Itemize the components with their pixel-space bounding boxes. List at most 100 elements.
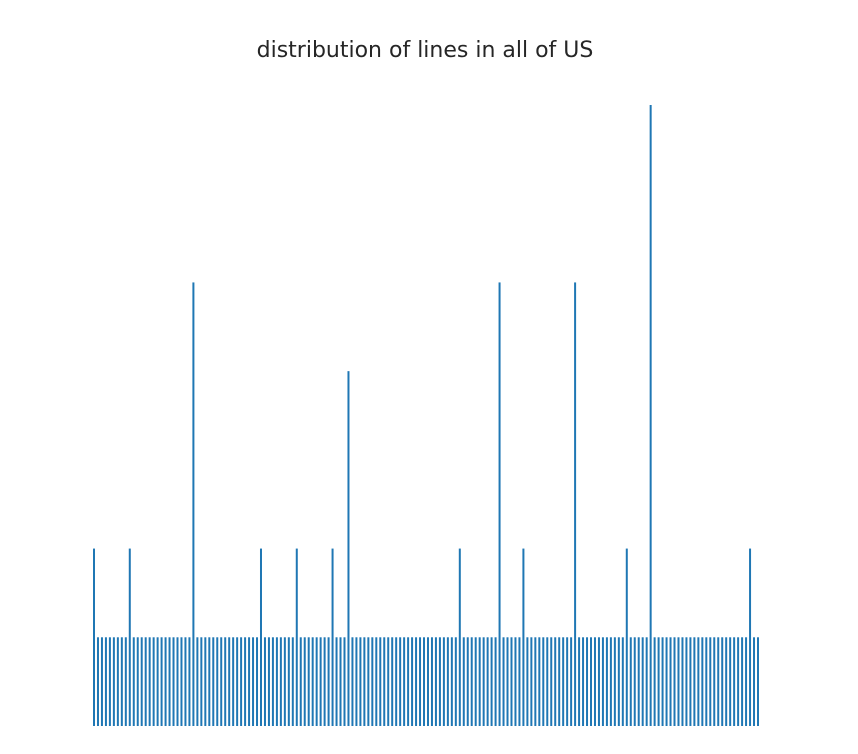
bar-8 — [124, 637, 127, 726]
bar-114 — [546, 637, 549, 726]
bar-136 — [633, 637, 636, 726]
bar-167 — [757, 637, 759, 726]
bar-26 — [196, 637, 199, 726]
bar-9 — [128, 548, 131, 726]
bar-152 — [697, 637, 700, 726]
bar-29 — [208, 637, 211, 726]
bar-13 — [144, 637, 147, 726]
bar-116 — [554, 637, 557, 726]
bar-148 — [681, 637, 684, 726]
bar-34 — [228, 637, 231, 726]
bar-111 — [534, 637, 537, 726]
bar-146 — [673, 637, 676, 726]
bar-70 — [371, 637, 374, 726]
bar-62 — [339, 637, 342, 726]
bar-157 — [717, 637, 720, 726]
bar-98 — [482, 637, 485, 726]
bar-39 — [248, 637, 251, 726]
bar-65 — [351, 637, 354, 726]
bar-164 — [745, 637, 748, 726]
bar-161 — [733, 637, 736, 726]
bar-51 — [295, 548, 298, 726]
bar-158 — [721, 637, 724, 726]
bar-141 — [653, 637, 656, 726]
bar-64 — [347, 371, 350, 726]
bar-160 — [729, 637, 732, 726]
bar-73 — [383, 637, 386, 726]
bar-11 — [136, 637, 139, 726]
bar-57 — [319, 637, 322, 726]
bar-76 — [395, 637, 398, 726]
bar-106 — [514, 637, 517, 726]
bar-18 — [164, 637, 167, 726]
bar-38 — [244, 637, 247, 726]
bar-94 — [466, 637, 469, 726]
bar-77 — [399, 637, 402, 726]
bar-1 — [96, 637, 99, 726]
bar-104 — [506, 637, 509, 726]
bar-16 — [156, 637, 159, 726]
bar-122 — [578, 637, 581, 726]
bar-110 — [530, 637, 533, 726]
bar-119 — [566, 637, 569, 726]
bar-87 — [438, 637, 441, 726]
bar-88 — [442, 637, 445, 726]
bar-154 — [705, 637, 708, 726]
bar-137 — [637, 637, 640, 726]
bar-117 — [558, 637, 561, 726]
bar-101 — [494, 637, 497, 726]
bar-44 — [267, 637, 270, 726]
bar-2 — [100, 637, 103, 726]
bar-53 — [303, 637, 306, 726]
bar-155 — [709, 637, 712, 726]
bar-56 — [315, 637, 318, 726]
bar-12 — [140, 637, 143, 726]
bar-129 — [605, 637, 608, 726]
bar-100 — [490, 637, 493, 726]
bar-82 — [419, 637, 422, 726]
bar-91 — [454, 637, 457, 726]
bar-156 — [713, 637, 716, 726]
bar-40 — [252, 637, 255, 726]
bar-46 — [275, 637, 278, 726]
bar-95 — [470, 637, 473, 726]
bar-63 — [343, 637, 346, 726]
bar-27 — [200, 637, 203, 726]
bar-37 — [240, 637, 243, 726]
bar-50 — [291, 637, 294, 726]
bar-96 — [474, 637, 477, 726]
bar-48 — [283, 637, 286, 726]
bar-32 — [220, 637, 223, 726]
bar-130 — [609, 637, 612, 726]
bar-102 — [498, 282, 501, 726]
bar-165 — [749, 548, 752, 726]
bar-31 — [216, 637, 219, 726]
bar-71 — [375, 637, 378, 726]
bar-61 — [335, 637, 338, 726]
bar-15 — [152, 637, 155, 726]
bar-30 — [212, 637, 215, 726]
bar-92 — [458, 548, 461, 726]
bar-67 — [359, 637, 362, 726]
bar-107 — [518, 637, 521, 726]
bar-72 — [379, 637, 382, 726]
bar-0 — [93, 548, 95, 726]
bar-75 — [391, 637, 394, 726]
bar-120 — [570, 637, 573, 726]
bar-105 — [510, 637, 513, 726]
bar-132 — [617, 637, 620, 726]
bar-55 — [311, 637, 314, 726]
bar-74 — [387, 637, 390, 726]
bar-112 — [538, 637, 541, 726]
bar-159 — [725, 637, 728, 726]
bar-33 — [224, 637, 227, 726]
bar-80 — [411, 637, 414, 726]
bar-59 — [327, 637, 330, 726]
bar-83 — [423, 637, 426, 726]
bar-60 — [331, 548, 334, 726]
bar-58 — [323, 637, 326, 726]
bar-43 — [263, 637, 266, 726]
bar-124 — [586, 637, 589, 726]
bar-140 — [649, 105, 652, 726]
bar-138 — [641, 637, 644, 726]
